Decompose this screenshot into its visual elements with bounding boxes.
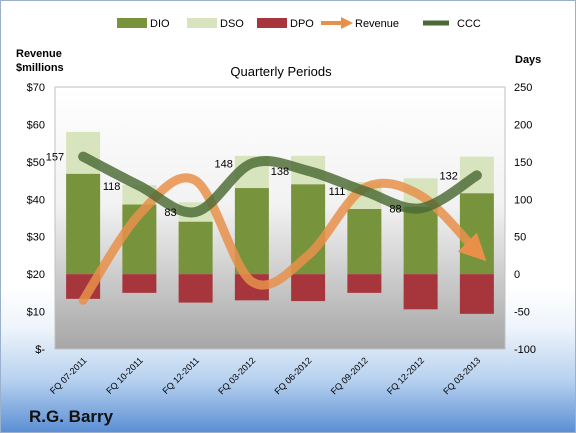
left-tick-label: $20 — [27, 269, 45, 281]
ccc-data-label: 111 — [329, 186, 346, 198]
dpo-bar — [291, 274, 326, 302]
chart-title: Quarterly Periods — [230, 64, 332, 79]
legend-label-dio: DIO — [150, 18, 170, 30]
dpo-bar — [403, 274, 438, 310]
dpo-bar — [122, 274, 157, 293]
category-label: FQ 06-2012 — [273, 355, 314, 396]
left-tick-label: $40 — [27, 194, 45, 206]
left-tick-label: $30 — [27, 232, 45, 244]
ccc-data-label: 83 — [164, 207, 176, 219]
dpo-bar — [347, 274, 382, 293]
ccc-data-label: 118 — [103, 181, 121, 193]
ccc-data-label: 132 — [440, 170, 458, 182]
dio-bar — [66, 173, 101, 275]
legend: DIO DSO DPO Revenue CCC — [117, 17, 481, 30]
dio-bar — [403, 206, 438, 275]
ccc-line — [78, 151, 482, 218]
left-tick-label: $- — [35, 344, 45, 356]
dpo-bar — [459, 274, 494, 314]
category-label: FQ 09-2012 — [329, 355, 370, 396]
right-tick-label: 100 — [514, 194, 532, 206]
ccc-data-label: 148 — [215, 158, 233, 170]
right-axis-label: Days — [515, 54, 541, 66]
left-axis-label-line2: $millions — [16, 62, 64, 74]
legend-swatch-dso — [187, 18, 217, 28]
right-tick-label: 50 — [514, 232, 526, 244]
dio-bar — [347, 209, 382, 275]
legend-label-revenue: Revenue — [355, 18, 399, 30]
ccc-data-label: 88 — [389, 203, 401, 215]
dpo-bar — [178, 274, 213, 303]
right-tick-label: 150 — [514, 157, 532, 169]
category-label: FQ 10-2011 — [104, 355, 145, 396]
category-label: FQ 12-2012 — [385, 355, 426, 396]
left-tick-label: $60 — [27, 119, 45, 131]
category-label: FQ 03-2012 — [216, 355, 257, 396]
left-tick-label: $50 — [27, 157, 45, 169]
legend-swatch-dpo — [257, 18, 287, 28]
company-name: R.G. Barry — [29, 407, 114, 426]
revenue-line — [78, 173, 487, 305]
right-tick-label: 200 — [514, 119, 532, 131]
ccc-data-label: 138 — [271, 166, 289, 178]
legend-label-dpo: DPO — [290, 18, 314, 30]
left-axis-label-line1: Revenue — [16, 48, 62, 60]
category-label: FQ 03-2013 — [441, 355, 482, 396]
ccc-data-label: 157 — [46, 152, 64, 164]
lines: 157 118 83 148 138 111 88 132 — [46, 151, 487, 305]
left-tick-label: $10 — [27, 307, 45, 319]
category-label: FQ 12-2011 — [160, 355, 201, 396]
legend-label-ccc: CCC — [457, 18, 481, 30]
legend-label-dso: DSO — [220, 18, 244, 30]
legend-swatch-dio — [117, 18, 147, 28]
right-tick-label: 250 — [514, 82, 532, 94]
right-tick-label: 0 — [514, 269, 520, 281]
category-label: FQ 07-2011 — [48, 355, 89, 396]
right-tick-label: -50 — [514, 307, 530, 319]
left-tick-label: $70 — [27, 82, 45, 94]
dio-bar — [178, 221, 213, 275]
right-tick-label: -100 — [514, 344, 536, 356]
